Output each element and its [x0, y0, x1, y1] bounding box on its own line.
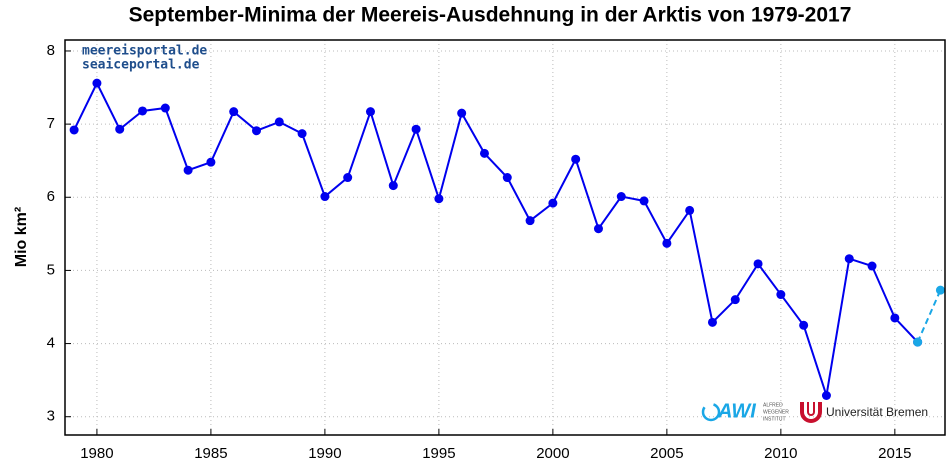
data-point — [183, 165, 193, 175]
data-point — [411, 124, 421, 134]
y-tick-label: 6 — [47, 188, 55, 205]
y-tick-label: 3 — [47, 408, 55, 425]
data-point — [685, 205, 695, 215]
data-point — [274, 117, 284, 127]
data-point — [753, 259, 763, 269]
data-point — [115, 124, 125, 134]
awi-logo: AWI ALFRED WEGENER INSTITUT — [701, 400, 789, 422]
data-point — [365, 107, 375, 117]
logo-text: ALFRED — [763, 402, 783, 408]
data-point — [229, 107, 239, 117]
data-point — [525, 216, 535, 226]
x-tick-label: 1980 — [80, 445, 113, 462]
data-point — [844, 254, 854, 264]
data-point — [388, 181, 398, 191]
data-point — [434, 194, 444, 204]
data-point — [593, 224, 603, 234]
data-point — [935, 285, 945, 295]
x-tick-label: 1995 — [422, 445, 455, 462]
data-point — [320, 192, 330, 202]
data-point — [479, 148, 489, 158]
annotation: meereisportal.de — [82, 44, 207, 59]
data-point — [571, 154, 581, 164]
line — [73, 80, 919, 396]
data-point — [138, 106, 148, 116]
logo-text: Universität Bremen — [826, 405, 928, 419]
axes-frame — [64, 39, 946, 436]
x-tick-label: 2005 — [650, 445, 683, 462]
logo-icon — [800, 402, 822, 423]
data-point — [343, 173, 353, 183]
logo-icon — [701, 402, 721, 422]
data-point — [252, 126, 262, 136]
data-point — [616, 192, 626, 202]
data-point — [707, 317, 717, 327]
data-point — [821, 391, 831, 400]
x-tick-label: 2010 — [764, 445, 797, 462]
logo-text: AWI — [717, 400, 756, 422]
data-point — [160, 103, 170, 113]
data-point — [297, 129, 307, 139]
bremen-logo: Universität Bremen — [800, 402, 928, 423]
data-point — [548, 198, 558, 208]
annotation: seaiceportal.de — [82, 58, 200, 73]
data-point — [662, 238, 672, 248]
line — [916, 289, 942, 343]
data-point — [730, 295, 740, 305]
y-tick-label: 4 — [47, 335, 55, 352]
y-tick-label: 5 — [47, 261, 55, 278]
y-axis-label: Mio km² — [13, 207, 30, 267]
y-tick-label: 7 — [47, 115, 55, 132]
data-point — [457, 108, 467, 118]
data-point — [799, 320, 809, 330]
x-tick-label: 2000 — [536, 445, 569, 462]
data-point — [776, 290, 786, 300]
x-tick-label: 1985 — [194, 445, 227, 462]
data-point — [502, 173, 512, 183]
data-point — [890, 313, 900, 323]
logo-text: WEGENER — [763, 409, 789, 415]
y-tick-label: 8 — [47, 42, 55, 59]
data-point — [92, 78, 102, 88]
data-point — [913, 337, 923, 347]
plot-area: 3 4 5 6 7 8 1980 1985 1990 1995 2000 2005 2010 2015 — [47, 40, 945, 462]
logo-text: INSTITUT — [763, 416, 786, 422]
data-point — [69, 125, 79, 135]
chart-title: September-Minima der Meereis-Ausdehnung … — [129, 4, 852, 27]
x-tick-label: 2015 — [878, 445, 911, 462]
data-point — [639, 196, 649, 206]
data-point — [206, 157, 216, 167]
x-tick-label: 1990 — [308, 445, 341, 462]
data-point — [867, 261, 877, 271]
